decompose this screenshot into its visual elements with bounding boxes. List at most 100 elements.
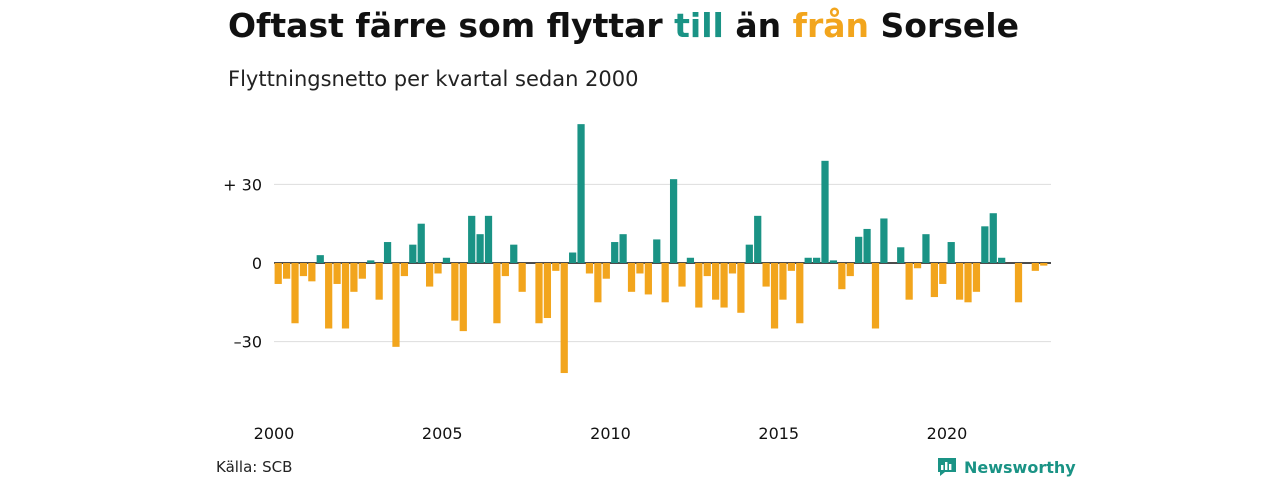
title-part-3: Sorsele (869, 6, 1019, 45)
bar (661, 263, 669, 303)
bar (678, 263, 686, 287)
bar (333, 263, 341, 284)
bar (796, 263, 804, 324)
bar (838, 263, 846, 290)
bar (653, 239, 661, 263)
bar (922, 234, 930, 263)
bar (829, 260, 838, 263)
bar (367, 260, 375, 263)
bar (476, 234, 484, 263)
bar (274, 263, 282, 284)
bar (611, 242, 619, 263)
title-part-1: Oftast färre som flyttar (228, 6, 675, 45)
bar (383, 242, 392, 263)
bar (745, 244, 753, 263)
bar (602, 263, 610, 279)
bar (291, 263, 299, 324)
y-tick-label: –30 (234, 333, 262, 352)
bar (897, 247, 905, 263)
bar (821, 160, 829, 263)
bar (299, 263, 308, 277)
bar (308, 263, 316, 282)
bar (501, 263, 509, 277)
bar (972, 263, 981, 292)
newsworthy-logo-icon (938, 458, 956, 476)
bar (375, 263, 383, 300)
bar (392, 263, 400, 347)
bar (787, 263, 795, 271)
bar (552, 263, 560, 271)
title-word-fran: från (792, 6, 870, 45)
bar (451, 263, 459, 321)
source-label: Källa: SCB (216, 458, 293, 476)
bar (560, 263, 568, 374)
bar (964, 263, 972, 303)
bar (493, 263, 501, 324)
bar (930, 263, 938, 298)
bar (770, 263, 779, 329)
bar (518, 263, 526, 292)
bar (358, 263, 366, 279)
bar (669, 179, 678, 263)
bar (409, 244, 417, 263)
bar (644, 263, 652, 295)
bar (417, 223, 425, 263)
bar (350, 263, 358, 292)
bar (720, 263, 728, 308)
brand-name: Newsworthy (964, 457, 1076, 477)
y-tick-label: + 30 (223, 175, 262, 194)
bar (426, 263, 434, 287)
x-tick-label: 2005 (422, 424, 463, 443)
bar (754, 215, 762, 263)
bar (981, 226, 989, 263)
bar (577, 124, 585, 263)
bar (535, 263, 543, 324)
bar (459, 263, 467, 332)
x-tick-label: 2000 (254, 424, 295, 443)
bar (863, 228, 871, 263)
bar (812, 257, 821, 263)
bar (594, 263, 602, 303)
brand-logo: Newsworthy (936, 456, 1076, 478)
bar (543, 263, 552, 319)
bar (712, 263, 720, 300)
bar (728, 263, 737, 274)
bar (804, 257, 812, 263)
bar (939, 263, 947, 284)
bar (468, 215, 476, 263)
bar (871, 263, 880, 329)
title-part-2: än (723, 6, 793, 45)
bar (880, 218, 888, 263)
bar (619, 234, 627, 263)
bar (434, 263, 442, 274)
x-tick-label: 2020 (927, 424, 968, 443)
bar (989, 213, 997, 263)
bar (762, 263, 770, 287)
bar (913, 263, 922, 269)
bar (636, 263, 644, 274)
bar (695, 263, 703, 308)
bar (316, 255, 324, 263)
chart-title: Oftast färre som flyttar till än från So… (228, 6, 1019, 45)
bar (510, 244, 518, 263)
title-word-till: till (674, 6, 724, 45)
bars (274, 124, 1048, 374)
bar (585, 263, 594, 274)
x-tick-label: 2015 (758, 424, 799, 443)
bar (956, 263, 964, 300)
bar (484, 215, 493, 263)
bar (1040, 263, 1048, 266)
bar-chart: + 30 0 –30 2000 2005 2010 2015 2020 (223, 124, 1051, 443)
bar (627, 263, 636, 292)
y-tick-label: 0 (252, 254, 262, 273)
bar (400, 263, 409, 277)
bar (1031, 263, 1039, 271)
bar (905, 263, 913, 300)
bar (442, 257, 451, 263)
bar (703, 263, 711, 277)
bar (998, 257, 1006, 263)
bar (947, 242, 955, 263)
bar (779, 263, 787, 300)
bar (855, 236, 863, 263)
x-tick-label: 2010 (590, 424, 631, 443)
